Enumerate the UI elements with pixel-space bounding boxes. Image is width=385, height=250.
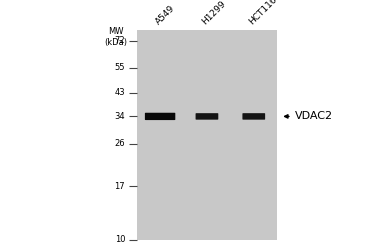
- Text: A549: A549: [154, 4, 177, 26]
- FancyBboxPatch shape: [196, 113, 218, 120]
- Text: HCT116: HCT116: [248, 0, 279, 26]
- FancyBboxPatch shape: [243, 113, 265, 120]
- Text: MW
(kDa): MW (kDa): [104, 28, 127, 47]
- Text: 34: 34: [114, 112, 125, 121]
- Text: 72: 72: [114, 36, 125, 45]
- Text: H1299: H1299: [201, 0, 228, 26]
- Text: 43: 43: [114, 88, 125, 97]
- Text: 10: 10: [115, 236, 125, 244]
- Text: 55: 55: [115, 63, 125, 72]
- Text: 26: 26: [114, 139, 125, 148]
- Bar: [137, 30, 277, 240]
- FancyBboxPatch shape: [145, 113, 175, 120]
- Text: VDAC2: VDAC2: [295, 112, 333, 122]
- Text: 17: 17: [114, 182, 125, 191]
